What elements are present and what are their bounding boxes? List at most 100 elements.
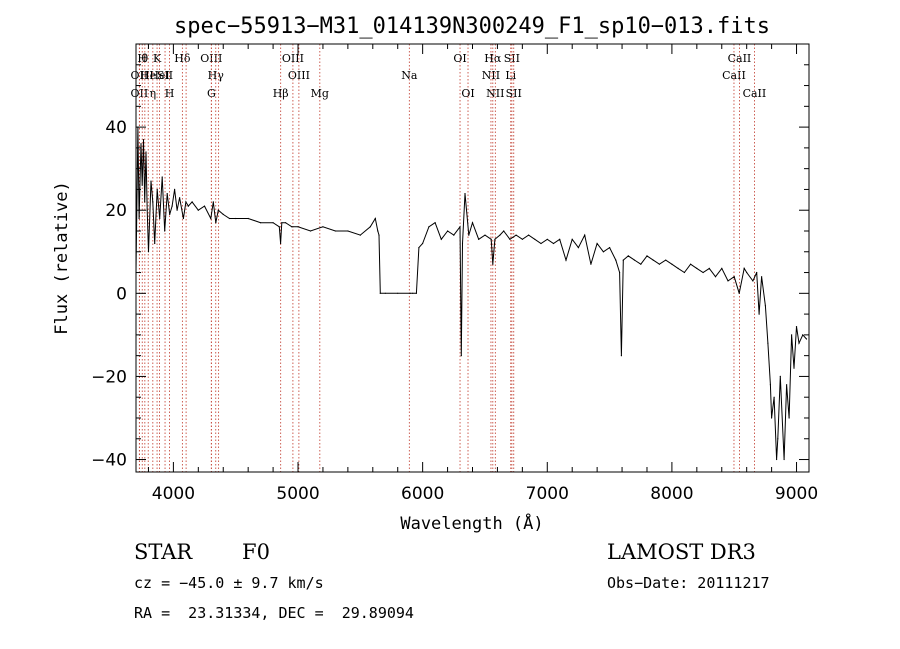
spectrum-point-3 (140, 143, 142, 145)
spectrum-point-45 (309, 230, 312, 232)
y-tick-label-2: 0 (116, 284, 127, 304)
spectrum-point-61 (422, 242, 424, 245)
spectrum-point-67 (459, 226, 461, 228)
spectrum-point-21 (176, 209, 178, 211)
spectrum-point-139 (795, 326, 798, 328)
spectrum-point-59 (415, 292, 417, 294)
line-marker-label-8: SII (157, 69, 173, 82)
spectrum-point-115 (714, 276, 717, 278)
spectrum-point-60 (418, 247, 420, 249)
y-tick-label-3: 20 (105, 201, 127, 221)
spectrum-point-88 (559, 238, 561, 240)
spectrum-point-114 (708, 267, 710, 269)
x-tick-label-3: 7000 (526, 484, 569, 504)
spectrum-point-7 (145, 151, 147, 153)
line-marker-label-20: Na (401, 69, 418, 82)
spectrum-point-35 (235, 217, 237, 220)
line-marker-label-1: OII (131, 87, 149, 100)
spectrum-point-104 (646, 255, 648, 257)
spectrum-point-29 (210, 217, 212, 220)
spectrum-point-142 (805, 338, 808, 340)
line-marker-label-4: He (140, 69, 156, 82)
spectrum-point-130 (773, 396, 775, 398)
axes-layer: 4000 5000 6000 7000 8000 9000 −40 −20 0 20 40 (91, 44, 818, 504)
spectrum-point-124 (758, 313, 760, 315)
chart-title: spec−55913−M31_014139N300249_F1_sp10−013… (174, 14, 770, 39)
spectrum-point-82 (521, 238, 524, 240)
spectrum-point-95 (602, 251, 605, 253)
spectrum-point-87 (552, 242, 555, 245)
spectrum-point-26 (191, 201, 193, 203)
spectrum-point-65 (447, 230, 449, 232)
spectrum-point-120 (743, 267, 745, 269)
line-marker-label-16: Hβ (273, 87, 289, 100)
spectrum-point-72 (471, 222, 474, 224)
spectrum-point-76 (492, 263, 494, 265)
spectrum-point-137 (791, 334, 793, 336)
spectrum-point-136 (788, 417, 790, 419)
spectrum-point-39 (278, 226, 280, 228)
spectrum-point-134 (783, 458, 785, 461)
spectrum-point-77 (494, 238, 496, 240)
spectrum-point-118 (733, 276, 735, 278)
object-class: STAR (134, 540, 193, 564)
line-marker-label-14: G (207, 87, 216, 100)
spectrum-point-84 (534, 238, 536, 240)
spectrum-point-99 (620, 355, 623, 357)
x-tick-label-2: 6000 (401, 484, 444, 504)
spectrum-point-54 (379, 292, 381, 294)
spectrum-point-92 (584, 234, 586, 236)
spectrum-point-79 (503, 230, 505, 232)
spectrum-point-5 (142, 139, 145, 141)
spectrum-point-83 (528, 234, 530, 236)
spectrum-point-111 (690, 263, 692, 265)
spectrum-point-141 (802, 334, 804, 336)
spectrum-point-126 (764, 305, 767, 307)
spectrum-point-56 (397, 292, 399, 294)
line-marker-label-6: K (153, 52, 162, 65)
spectrum-point-140 (798, 342, 800, 344)
plot-frame (135, 43, 810, 473)
spectrum-point-68 (460, 355, 462, 357)
spectrum-point-64 (440, 238, 442, 240)
line-marker-label-24: Hα (484, 52, 502, 65)
spectrum-point-131 (776, 458, 778, 461)
spectrum-point-10 (150, 180, 152, 182)
spectrum-point-110 (683, 271, 686, 274)
spectrum-point-70 (464, 193, 466, 195)
line-marker-label-17: OIII (282, 52, 304, 65)
spectrum-point-98 (619, 271, 621, 274)
spectrum-point-129 (771, 417, 773, 419)
coordinates: RA = 23.31334, DEC = 29.89094 (134, 604, 414, 622)
spectrum-point-16 (164, 230, 166, 232)
spectrum-point-6 (144, 201, 146, 203)
line-marker-label-27: SII (504, 52, 520, 65)
line-marker-label-9: H (165, 87, 175, 100)
line-marker-label-5: η (150, 87, 157, 100)
spectrum-point-40 (280, 242, 282, 245)
spectrum-point-49 (359, 234, 361, 236)
spectrum-point-31 (215, 222, 217, 224)
spectrum-point-58 (412, 292, 414, 294)
spectrum-point-57 (409, 292, 411, 294)
line-marker-label-21: OI (453, 52, 466, 65)
spectrum-point-123 (756, 271, 758, 274)
spectrum-point-42 (285, 222, 287, 224)
x-tick-label-1: 5000 (276, 484, 319, 504)
spectrum-point-117 (727, 280, 729, 282)
spectrum-point-63 (434, 222, 436, 224)
spectrum-point-125 (761, 276, 763, 278)
spectrum-point-4 (141, 184, 143, 186)
spectrum-point-23 (182, 217, 184, 220)
spectrum-point-75 (490, 238, 492, 240)
spectrum-point-81 (515, 234, 517, 236)
spectrum-point-85 (540, 242, 542, 245)
spectrum-point-69 (461, 242, 464, 245)
spectrum-point-28 (203, 205, 206, 207)
spectrum-point-112 (696, 267, 698, 269)
spectrum-point-47 (334, 230, 336, 232)
object-subclass: F0 (242, 540, 270, 564)
spectrum-point-15 (161, 176, 163, 178)
spectrum-point-9 (147, 251, 150, 253)
spectrum-point-121 (746, 271, 748, 274)
